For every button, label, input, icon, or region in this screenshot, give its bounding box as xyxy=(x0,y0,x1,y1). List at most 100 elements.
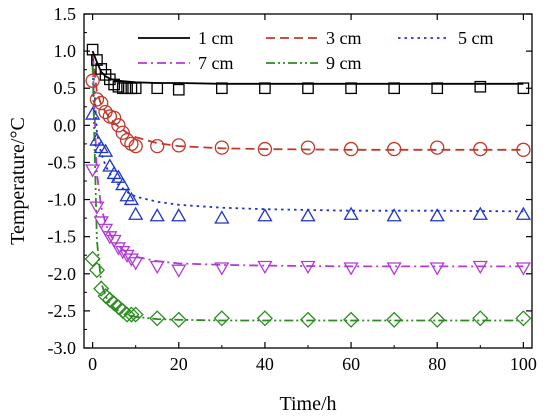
data-point xyxy=(119,249,135,264)
legend-label: 5 cm xyxy=(458,28,494,48)
data-point xyxy=(95,63,108,75)
data-point xyxy=(123,253,140,267)
data-point xyxy=(343,141,359,157)
data-point xyxy=(472,206,488,220)
data-point xyxy=(102,231,118,245)
series-line-1 xyxy=(91,50,524,85)
data-point xyxy=(84,164,101,178)
legend-label: 9 cm xyxy=(326,53,362,73)
data-point xyxy=(149,260,165,275)
y-tick-label: -0.5 xyxy=(48,152,77,172)
data-point xyxy=(149,208,165,222)
data-point xyxy=(106,234,122,249)
data-point xyxy=(119,188,135,202)
data-point xyxy=(91,54,103,66)
data-point xyxy=(123,191,140,206)
data-point xyxy=(256,310,273,327)
series-line-3 xyxy=(91,58,524,213)
x-tick-label: 100 xyxy=(510,354,537,374)
data-point xyxy=(343,311,360,328)
x-axis-label: Time/h xyxy=(279,393,336,415)
data-point xyxy=(89,132,105,146)
data-point xyxy=(149,310,166,327)
data-point xyxy=(151,82,164,95)
x-tick-label: 20 xyxy=(170,354,188,374)
data-point xyxy=(515,206,532,220)
data-point xyxy=(299,311,317,328)
data-point xyxy=(343,262,359,276)
data-point xyxy=(214,210,230,224)
legend: 1 cm 3 cm 5 cm 7 cm 9 cm xyxy=(138,28,494,73)
data-point xyxy=(99,69,112,81)
data-point xyxy=(257,208,273,222)
series-line-5 xyxy=(91,65,524,322)
data-point xyxy=(300,140,316,155)
data-point xyxy=(259,82,271,95)
data-point xyxy=(473,141,488,157)
data-point xyxy=(388,82,401,95)
data-point xyxy=(102,158,118,172)
data-point xyxy=(171,264,187,278)
data-point xyxy=(515,310,532,327)
data-point xyxy=(171,138,186,153)
data-point xyxy=(112,80,125,93)
data-point xyxy=(128,206,144,220)
data-point xyxy=(300,208,316,222)
data-point xyxy=(127,306,144,323)
data-point xyxy=(108,78,121,91)
axis-ticks: 0 20 40 60 80 100 1.5 1.0 0.5 0.0 -0.5 -1.0 -1.5 -2.0… xyxy=(48,4,537,374)
x-tick-label: 0 xyxy=(88,354,97,374)
data-point xyxy=(171,208,187,222)
data-point xyxy=(386,311,403,328)
y-tick-label: -1.0 xyxy=(48,190,77,210)
data-point xyxy=(123,306,140,323)
data-point xyxy=(88,261,105,279)
data-point xyxy=(215,82,228,95)
series-line-2 xyxy=(91,54,524,151)
data-point xyxy=(429,262,445,276)
y-tick-label: -2.5 xyxy=(48,301,77,321)
y-tick-label: 0.0 xyxy=(54,115,77,135)
plot-frame xyxy=(83,13,533,349)
data-point xyxy=(128,138,143,154)
data-point xyxy=(516,142,531,157)
y-tick-label: 0.5 xyxy=(54,78,77,98)
x-tick-label: 80 xyxy=(428,354,446,374)
data-point xyxy=(300,260,316,275)
data-point xyxy=(119,133,135,148)
data-point xyxy=(93,280,110,297)
data-point xyxy=(213,310,230,327)
data-point xyxy=(343,206,359,220)
data-point xyxy=(472,310,489,327)
data-point xyxy=(386,208,402,222)
data-point xyxy=(387,141,402,157)
data-point xyxy=(257,260,273,275)
data-point xyxy=(85,73,100,88)
data-point xyxy=(431,82,444,95)
legend-label: 3 cm xyxy=(326,28,362,48)
data-point xyxy=(115,176,131,191)
data-point xyxy=(386,262,402,276)
data-point xyxy=(345,82,357,95)
data-point xyxy=(84,106,101,120)
data-point xyxy=(115,125,130,140)
fit-lines xyxy=(91,50,524,322)
data-point xyxy=(107,110,122,126)
y-tick-label: 1.5 xyxy=(54,4,77,24)
y-tick-label: -3.0 xyxy=(48,338,77,358)
x-tick-label: 60 xyxy=(342,354,360,374)
data-point xyxy=(257,141,273,157)
data-point xyxy=(89,92,105,107)
data-point xyxy=(115,245,131,260)
data-point xyxy=(97,223,114,238)
y-tick-label: 1.0 xyxy=(54,41,77,61)
data-point xyxy=(474,80,487,93)
data-markers xyxy=(84,43,532,328)
legend-label: 1 cm xyxy=(198,28,234,48)
data-point xyxy=(97,143,114,157)
legend-label: 7 cm xyxy=(198,53,234,73)
data-point xyxy=(302,82,314,95)
data-point xyxy=(172,83,185,96)
data-point xyxy=(89,201,105,215)
